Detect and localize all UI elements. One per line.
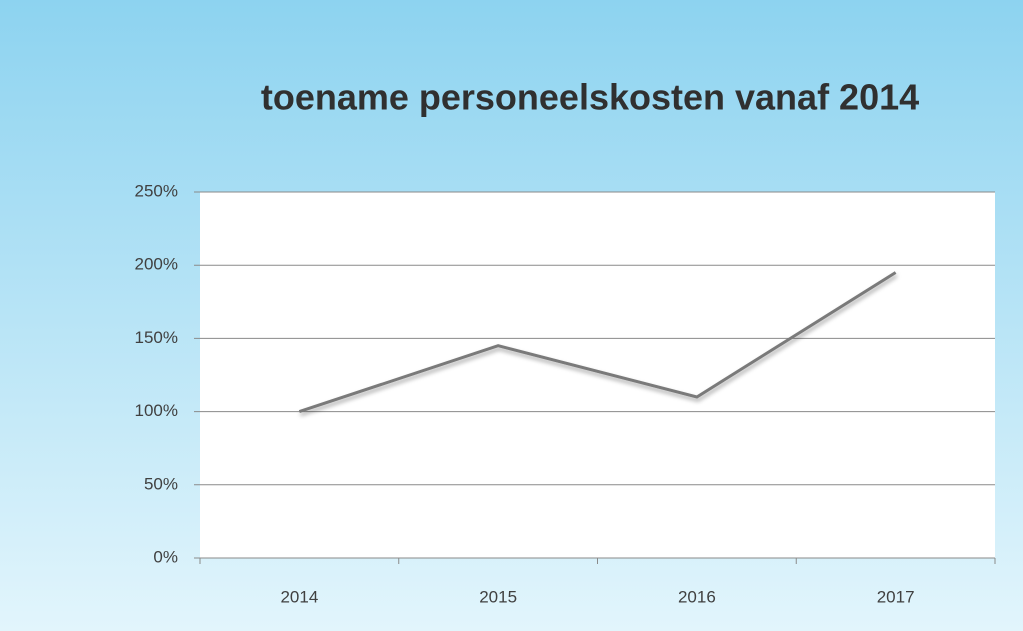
plot-area bbox=[200, 192, 995, 558]
chart-title: toename personeelskosten vanaf 2014 bbox=[261, 77, 919, 118]
y-tick-label: 100% bbox=[135, 401, 178, 420]
y-tick-label: 200% bbox=[135, 255, 178, 274]
y-tick-label: 250% bbox=[135, 181, 178, 200]
y-tick-label: 0% bbox=[153, 547, 178, 566]
x-tick-label: 2017 bbox=[877, 587, 915, 606]
data-line bbox=[298, 271, 897, 414]
x-tick-label: 2016 bbox=[678, 587, 716, 606]
y-tick-label: 150% bbox=[135, 328, 178, 347]
y-tick-label: 50% bbox=[144, 474, 178, 493]
x-tick-label: 2014 bbox=[280, 587, 318, 606]
x-tick-label: 2015 bbox=[479, 587, 517, 606]
